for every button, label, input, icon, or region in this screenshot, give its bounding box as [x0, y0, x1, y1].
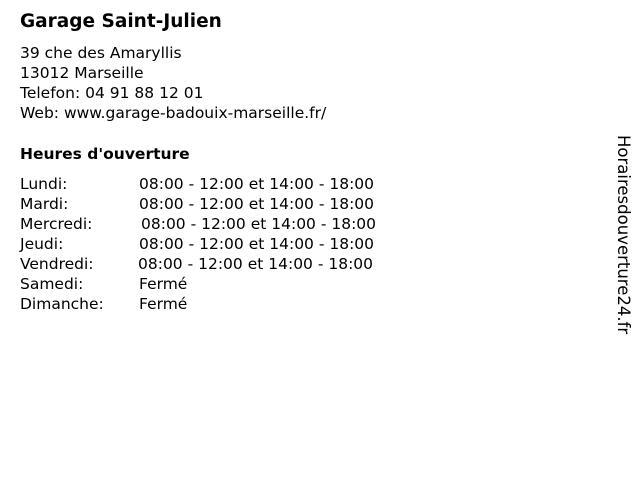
day-hours: 08:00 - 12:00 et 14:00 - 18:00 — [139, 175, 375, 193]
day-hours: Fermé — [139, 275, 188, 293]
hours-heading: Heures d'ouverture — [20, 145, 190, 163]
day-label: Dimanche: — [20, 295, 104, 313]
phone: Telefon: 04 91 88 12 01 — [20, 84, 204, 102]
day-hours: Fermé — [139, 295, 188, 313]
hours-row: Mardi: 08:00 - 12:00 et 14:00 - 18:00 — [20, 194, 376, 214]
day-label: Vendredi: — [20, 255, 94, 273]
hours-row: Samedi: Fermé — [20, 274, 376, 294]
day-label: Jeudi: — [20, 235, 64, 253]
day-hours: 08:00 - 12:00 et 14:00 - 18:00 — [138, 255, 374, 273]
day-label: Mercredi: — [20, 215, 93, 233]
day-label: Lundi: — [20, 175, 68, 193]
hours-row: Lundi: 08:00 - 12:00 et 14:00 - 18:00 — [20, 174, 376, 194]
website: Web: www.garage-badouix-marseille.fr/ — [20, 104, 327, 122]
hours-row: Dimanche: Fermé — [20, 294, 376, 314]
day-hours: 08:00 - 12:00 et 14:00 - 18:00 — [139, 195, 375, 213]
day-label: Samedi: — [20, 275, 84, 293]
hours-table: Lundi: 08:00 - 12:00 et 14:00 - 18:00 Mar… — [20, 174, 376, 314]
address-city: 13012 Marseille — [20, 64, 144, 82]
contact-info: 39 che des Amaryllis 13012 Marseille Tel… — [20, 43, 326, 123]
site-watermark: Horairesdouverture24.fr — [614, 135, 633, 335]
day-label: Mardi: — [20, 195, 69, 213]
address-street: 39 che des Amaryllis — [20, 44, 182, 62]
day-hours: 08:00 - 12:00 et 14:00 - 18:00 — [139, 235, 375, 253]
hours-row: Jeudi: 08:00 - 12:00 et 14:00 - 18:00 — [20, 234, 376, 254]
hours-row: Mercredi: 08:00 - 12:00 et 14:00 - 18:00 — [20, 214, 376, 234]
day-hours: 08:00 - 12:00 et 14:00 - 18:00 — [141, 215, 377, 233]
business-name: Garage Saint-Julien — [20, 11, 222, 32]
hours-row: Vendredi: 08:00 - 12:00 et 14:00 - 18:00 — [20, 254, 376, 274]
